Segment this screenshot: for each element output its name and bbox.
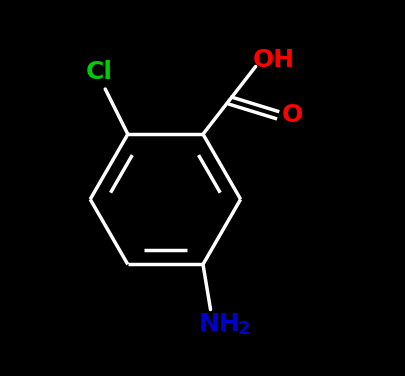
Text: OH: OH [252, 48, 294, 72]
Text: Cl: Cl [86, 60, 113, 84]
Text: NH: NH [198, 312, 240, 336]
Text: 2: 2 [237, 320, 249, 338]
Text: O: O [281, 103, 303, 127]
